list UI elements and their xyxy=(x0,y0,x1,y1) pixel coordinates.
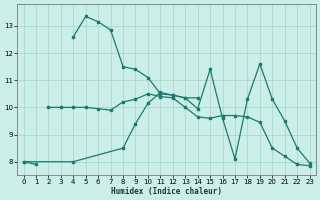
X-axis label: Humidex (Indice chaleur): Humidex (Indice chaleur) xyxy=(111,187,222,196)
